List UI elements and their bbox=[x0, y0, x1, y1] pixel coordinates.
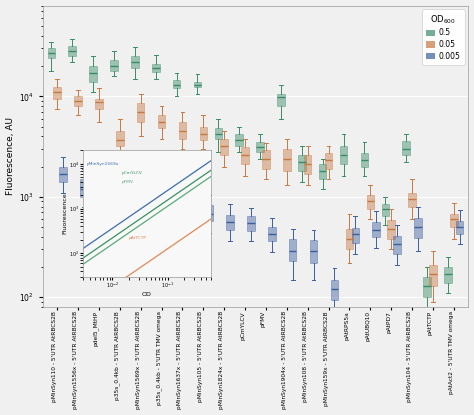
Bar bbox=[352, 228, 359, 243]
Bar bbox=[325, 154, 332, 169]
Bar bbox=[200, 127, 207, 140]
Bar bbox=[59, 166, 67, 182]
Bar bbox=[80, 179, 88, 197]
Bar bbox=[205, 205, 213, 221]
Bar bbox=[331, 280, 338, 300]
Bar bbox=[319, 164, 327, 179]
Bar bbox=[340, 146, 347, 164]
Bar bbox=[226, 215, 234, 230]
Bar bbox=[68, 46, 76, 56]
Bar bbox=[164, 209, 171, 224]
Bar bbox=[304, 155, 311, 173]
Bar bbox=[262, 150, 270, 169]
Bar bbox=[110, 60, 118, 71]
Bar bbox=[289, 239, 296, 261]
Bar bbox=[247, 216, 255, 231]
Bar bbox=[122, 203, 129, 222]
Bar bbox=[184, 198, 192, 216]
Bar bbox=[429, 265, 437, 286]
Bar bbox=[194, 82, 201, 87]
Bar bbox=[387, 220, 395, 239]
Bar bbox=[116, 131, 124, 146]
Bar bbox=[402, 141, 410, 155]
Bar bbox=[444, 267, 452, 283]
Bar bbox=[241, 147, 249, 164]
Bar bbox=[268, 227, 275, 242]
Bar bbox=[137, 103, 145, 122]
Bar bbox=[456, 221, 464, 234]
Bar bbox=[277, 94, 285, 106]
Bar bbox=[143, 193, 150, 209]
Bar bbox=[47, 49, 55, 58]
Bar bbox=[215, 128, 222, 139]
Bar bbox=[220, 139, 228, 155]
Bar bbox=[310, 240, 317, 263]
Bar bbox=[179, 122, 186, 139]
Bar bbox=[54, 87, 61, 98]
Bar bbox=[450, 214, 457, 227]
Bar bbox=[101, 184, 109, 203]
Bar bbox=[373, 222, 380, 237]
Bar bbox=[408, 193, 416, 207]
Bar bbox=[131, 56, 138, 68]
Bar bbox=[298, 155, 306, 171]
Bar bbox=[382, 204, 389, 216]
Bar bbox=[393, 236, 401, 254]
Bar bbox=[414, 217, 422, 238]
Bar bbox=[173, 80, 181, 88]
Bar bbox=[158, 115, 165, 128]
Bar bbox=[152, 64, 159, 72]
Bar bbox=[95, 98, 103, 109]
Bar bbox=[283, 149, 291, 171]
Bar bbox=[256, 142, 264, 152]
Bar bbox=[90, 66, 97, 82]
Bar bbox=[366, 195, 374, 209]
Y-axis label: Fluorescence, AU: Fluorescence, AU bbox=[6, 117, 15, 195]
Bar bbox=[361, 154, 368, 166]
Bar bbox=[74, 96, 82, 106]
Bar bbox=[346, 229, 353, 249]
Bar bbox=[435, 322, 443, 341]
Legend: 0.5, 0.05, 0.005: 0.5, 0.05, 0.005 bbox=[422, 10, 465, 65]
Bar bbox=[423, 277, 431, 297]
Bar bbox=[236, 134, 243, 146]
